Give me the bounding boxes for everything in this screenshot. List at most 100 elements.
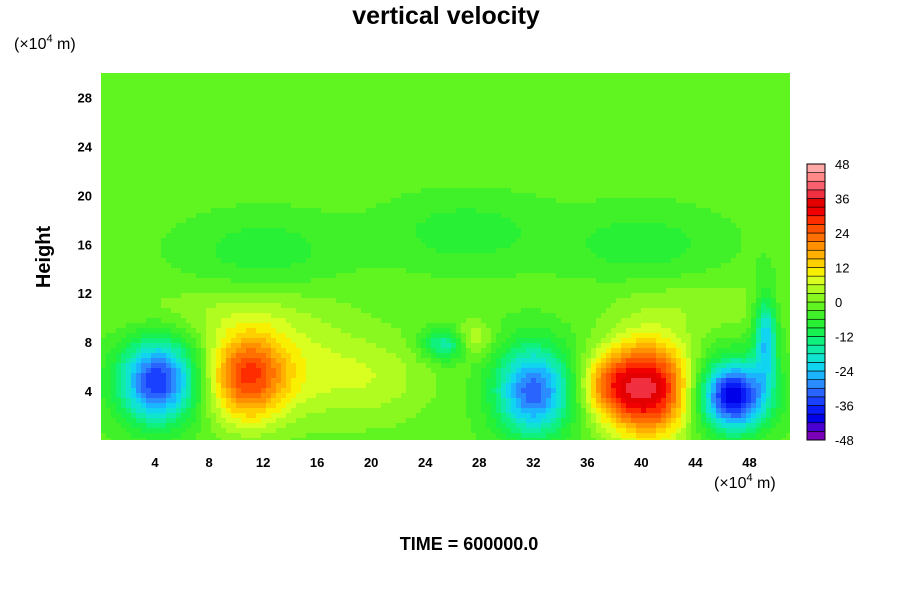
heatmap-cell: [731, 218, 737, 224]
heatmap-cell: [226, 83, 232, 89]
heatmap-cell: [471, 118, 477, 124]
heatmap-cell: [431, 78, 437, 84]
heatmap-cell: [331, 233, 337, 239]
heatmap-cell: [601, 83, 607, 89]
heatmap-cell: [381, 93, 387, 99]
heatmap-cell: [131, 163, 137, 169]
heatmap-cell: [641, 238, 647, 244]
heatmap-cell: [496, 198, 502, 204]
heatmap-cell: [341, 188, 347, 194]
heatmap-cell: [776, 233, 782, 239]
heatmap-cell: [471, 173, 477, 179]
heatmap-cell: [776, 138, 782, 144]
heatmap-cell: [761, 248, 767, 254]
heatmap-cell: [716, 238, 722, 244]
heatmap-cell: [121, 178, 127, 184]
heatmap-cell: [176, 103, 182, 109]
heatmap-cell: [136, 133, 142, 139]
heatmap-cell: [161, 148, 167, 154]
heatmap-cell: [716, 148, 722, 154]
heatmap-cell: [551, 208, 557, 214]
heatmap-cell: [606, 203, 612, 209]
heatmap-cell: [396, 88, 402, 94]
heatmap-cell: [451, 183, 457, 189]
heatmap-cell: [446, 73, 452, 79]
heatmap-cell: [376, 123, 382, 129]
heatmap-cell: [311, 73, 317, 79]
heatmap-cell: [381, 153, 387, 159]
heatmap-cell: [686, 223, 692, 229]
heatmap-cell: [701, 143, 707, 149]
heatmap-cell: [221, 253, 227, 259]
heatmap-cell: [211, 203, 217, 209]
heatmap-cell: [171, 198, 177, 204]
heatmap-cell: [641, 213, 647, 219]
heatmap-cell: [316, 138, 322, 144]
heatmap-cell: [446, 208, 452, 214]
heatmap-cell: [526, 203, 532, 209]
heatmap-cell: [581, 113, 587, 119]
heatmap-cell: [491, 128, 497, 134]
heatmap-cell: [171, 93, 177, 99]
heatmap-cell: [286, 208, 292, 214]
heatmap-cell: [376, 168, 382, 174]
heatmap-cell: [591, 103, 597, 109]
heatmap-cell: [736, 133, 742, 139]
heatmap-cell: [501, 203, 507, 209]
heatmap-cell: [496, 153, 502, 159]
heatmap-cell: [581, 133, 587, 139]
heatmap-cell: [106, 98, 112, 104]
heatmap-cell: [356, 138, 362, 144]
heatmap-cell: [511, 93, 517, 99]
heatmap-cell: [121, 163, 127, 169]
heatmap-cell: [396, 123, 402, 129]
heatmap-cell: [226, 148, 232, 154]
heatmap-cell: [531, 208, 537, 214]
heatmap-cell: [736, 233, 742, 239]
heatmap-cell: [106, 198, 112, 204]
heatmap-cell: [136, 143, 142, 149]
heatmap-cell: [526, 173, 532, 179]
heatmap-cell: [301, 113, 307, 119]
heatmap-cell: [466, 103, 472, 109]
heatmap-cell: [366, 248, 372, 254]
heatmap-cell: [191, 248, 197, 254]
heatmap-cell: [356, 118, 362, 124]
heatmap-cell: [261, 168, 267, 174]
heatmap-cell: [736, 163, 742, 169]
heatmap-cell: [531, 243, 537, 249]
heatmap-cell: [711, 173, 717, 179]
heatmap-cell: [246, 143, 252, 149]
heatmap-cell: [356, 103, 362, 109]
heatmap-cell: [696, 163, 702, 169]
heatmap-cell: [356, 203, 362, 209]
heatmap-cell: [346, 133, 352, 139]
heatmap-cell: [766, 148, 772, 154]
heatmap-cell: [576, 193, 582, 199]
heatmap-cell: [711, 118, 717, 124]
heatmap-cell: [426, 183, 432, 189]
heatmap-cell: [721, 98, 727, 104]
heatmap-cell: [381, 243, 387, 249]
heatmap-cell: [661, 238, 667, 244]
heatmap-cell: [421, 188, 427, 194]
heatmap-cell: [541, 158, 547, 164]
heatmap-cell: [256, 158, 262, 164]
heatmap-cell: [746, 178, 752, 184]
heatmap-cell: [561, 203, 567, 209]
heatmap-cell: [376, 113, 382, 119]
heatmap-cell: [131, 123, 137, 129]
heatmap-cell: [501, 78, 507, 84]
heatmap-cell: [606, 133, 612, 139]
heatmap-cell: [201, 238, 207, 244]
heatmap-cell: [761, 103, 767, 109]
heatmap-cell: [631, 203, 637, 209]
heatmap-cell: [411, 188, 417, 194]
heatmap-cell: [256, 243, 262, 249]
heatmap-cell: [556, 163, 562, 169]
heatmap-cell: [766, 113, 772, 119]
heatmap-cell: [201, 248, 207, 254]
heatmap-cell: [396, 138, 402, 144]
heatmap-cell: [256, 73, 262, 79]
heatmap-cell: [546, 98, 552, 104]
